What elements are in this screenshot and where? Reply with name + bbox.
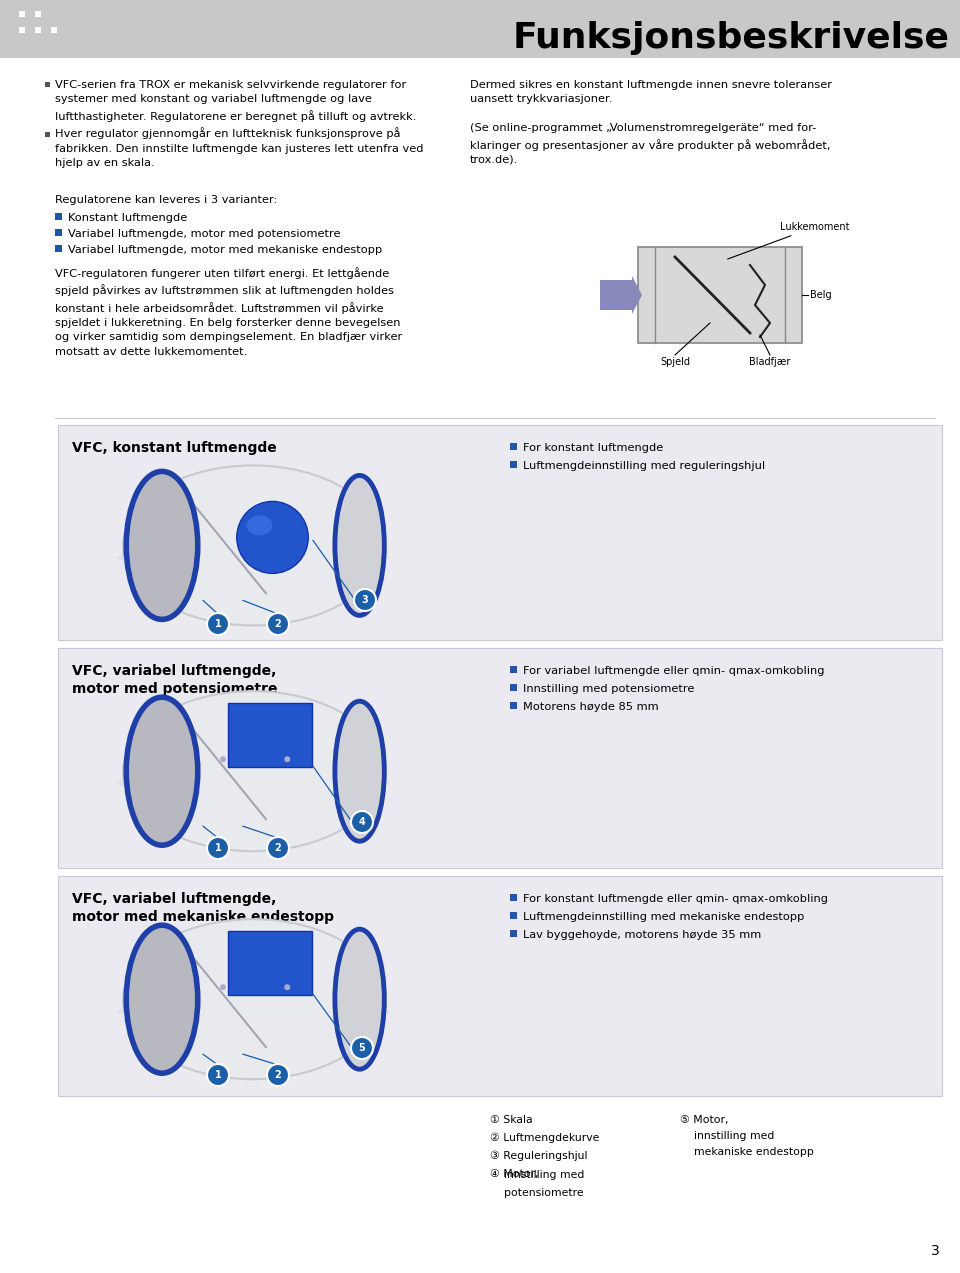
Bar — [35, 11, 41, 17]
Ellipse shape — [123, 919, 383, 1080]
Text: 1: 1 — [215, 843, 222, 853]
Text: 2: 2 — [275, 843, 281, 853]
Bar — [58, 425, 942, 640]
Bar — [510, 666, 517, 673]
Bar — [510, 443, 517, 449]
Ellipse shape — [123, 466, 383, 625]
FancyArrow shape — [600, 276, 642, 314]
Text: Variabel luftmengde, motor med potensiometre: Variabel luftmengde, motor med potensiom… — [68, 229, 341, 239]
Text: VFC-serien fra TROX er mekanisk selvvirkende regulatorer for
systemer med konsta: VFC-serien fra TROX er mekanisk selvvirk… — [55, 80, 423, 168]
Bar — [510, 461, 517, 468]
Text: 5: 5 — [359, 1043, 366, 1053]
Ellipse shape — [127, 471, 198, 620]
Bar — [19, 11, 25, 17]
Ellipse shape — [116, 773, 390, 793]
Text: 1: 1 — [215, 1071, 222, 1080]
Circle shape — [284, 756, 290, 763]
Text: ④ Motor,: ④ Motor, — [490, 1169, 539, 1179]
Text: 3: 3 — [931, 1244, 940, 1258]
Text: VFC-regulatoren fungerer uten tilført energi. Et lettgående
spjeld påvirkes av l: VFC-regulatoren fungerer uten tilført en… — [55, 267, 402, 356]
Ellipse shape — [127, 698, 198, 845]
Text: mekaniske endestopp: mekaniske endestopp — [680, 1147, 814, 1157]
Circle shape — [267, 838, 289, 859]
Text: ③ Reguleringshjul: ③ Reguleringshjul — [490, 1151, 588, 1161]
Ellipse shape — [237, 502, 308, 573]
Ellipse shape — [335, 475, 384, 615]
Text: Variabel luftmengde, motor med mekaniske endestopp: Variabel luftmengde, motor med mekaniske… — [68, 244, 382, 255]
Bar — [0, 0, 960, 59]
Ellipse shape — [123, 691, 383, 852]
Ellipse shape — [116, 547, 390, 568]
Text: potensiometre: potensiometre — [490, 1188, 584, 1198]
Bar — [510, 911, 517, 919]
Bar — [510, 931, 517, 937]
Text: 2: 2 — [275, 619, 281, 629]
Text: VFC, variabel luftmengde,
motor med mekaniske endestopp: VFC, variabel luftmengde, motor med meka… — [72, 892, 334, 924]
Text: For variabel luftmengde eller qmin- qmax-omkobling: For variabel luftmengde eller qmin- qmax… — [523, 666, 825, 676]
Circle shape — [267, 1064, 289, 1086]
Bar — [228, 703, 312, 768]
Circle shape — [207, 838, 229, 859]
Bar — [55, 213, 62, 220]
Ellipse shape — [335, 701, 384, 841]
Circle shape — [351, 811, 373, 833]
Bar — [19, 27, 25, 33]
Text: ① Skala: ① Skala — [490, 1115, 533, 1125]
Text: Regulatorene kan leveres i 3 varianter:: Regulatorene kan leveres i 3 varianter: — [55, 195, 277, 205]
Text: Funksjonsbeskrivelse: Funksjonsbeskrivelse — [513, 20, 950, 55]
Bar — [510, 894, 517, 901]
Text: Luftmengdeinnstilling med mekaniske endestopp: Luftmengdeinnstilling med mekaniske ende… — [523, 911, 804, 922]
Text: VFC, variabel luftmengde,
motor med potensiometre: VFC, variabel luftmengde, motor med pote… — [72, 665, 277, 696]
Bar — [55, 244, 62, 252]
Text: Spjeld: Spjeld — [660, 356, 690, 367]
Text: 3: 3 — [362, 594, 369, 605]
Text: Dermed sikres en konstant luftmengde innen snevre toleranser
uansett trykkvarias: Dermed sikres en konstant luftmengde inn… — [470, 80, 832, 165]
Bar — [228, 932, 312, 995]
Text: Lukkemoment: Lukkemoment — [728, 222, 850, 258]
Bar — [638, 247, 802, 342]
Text: Lav byggehoyde, motorens høyde 35 mm: Lav byggehoyde, motorens høyde 35 mm — [523, 931, 761, 939]
Text: Motorens høyde 85 mm: Motorens høyde 85 mm — [523, 701, 659, 712]
Text: 1: 1 — [215, 619, 222, 629]
Ellipse shape — [116, 1001, 390, 1021]
Circle shape — [354, 589, 376, 611]
Bar — [51, 27, 57, 33]
Text: Bladfjær: Bladfjær — [750, 356, 791, 367]
Circle shape — [267, 614, 289, 635]
Text: Luftmengdeinnstilling med reguleringshjul: Luftmengdeinnstilling med reguleringshju… — [523, 461, 765, 471]
Circle shape — [351, 1037, 373, 1059]
Ellipse shape — [335, 929, 384, 1069]
Bar — [510, 684, 517, 691]
Text: ⑤ Motor,: ⑤ Motor, — [680, 1115, 729, 1125]
Circle shape — [284, 984, 290, 990]
Text: For konstant luftmengde eller qmin- qmax-omkobling: For konstant luftmengde eller qmin- qmax… — [523, 894, 828, 904]
Circle shape — [207, 1064, 229, 1086]
Text: Konstant luftmengde: Konstant luftmengde — [68, 213, 187, 223]
Text: ② Luftmengdekurve: ② Luftmengdekurve — [490, 1133, 599, 1143]
Text: 2: 2 — [275, 1071, 281, 1080]
Ellipse shape — [247, 516, 273, 536]
Bar — [510, 701, 517, 709]
Bar — [45, 81, 50, 87]
Text: Belg: Belg — [810, 290, 831, 300]
Text: VFC, konstant luftmengde: VFC, konstant luftmengde — [72, 440, 276, 454]
Circle shape — [220, 756, 226, 763]
Bar — [45, 132, 50, 137]
Bar — [58, 648, 942, 868]
Text: For konstant luftmengde: For konstant luftmengde — [523, 443, 663, 453]
Text: innstilling med: innstilling med — [680, 1130, 775, 1141]
Bar — [58, 876, 942, 1096]
Bar — [55, 229, 62, 236]
Text: Innstilling med potensiometre: Innstilling med potensiometre — [523, 684, 694, 694]
Circle shape — [207, 614, 229, 635]
Text: 4: 4 — [359, 817, 366, 827]
Bar — [35, 27, 41, 33]
Text: innstilling med: innstilling med — [490, 1170, 585, 1180]
Circle shape — [220, 984, 226, 990]
Ellipse shape — [127, 925, 198, 1073]
